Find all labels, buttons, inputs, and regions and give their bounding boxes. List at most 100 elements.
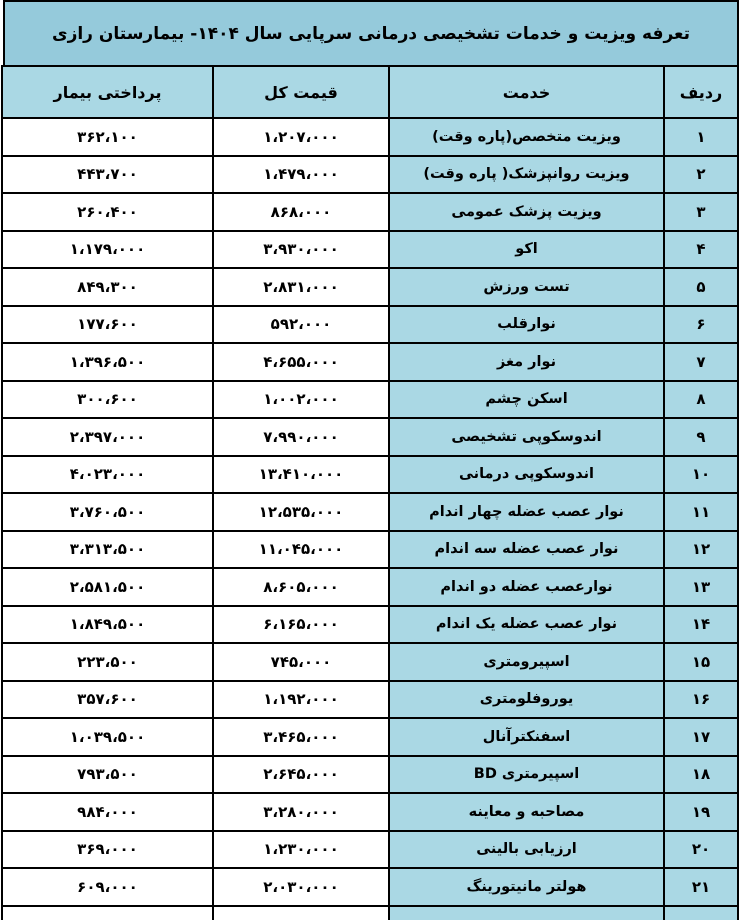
table-row: ۱۰ اندوسکوپی درمانی ۱۳،۴۱۰،۰۰۰ ۴،۰۲۳،۰۰۰ bbox=[1, 454, 739, 494]
row-number-cell: ۲۱ bbox=[663, 867, 739, 907]
table-row: ۹ اندوسکوپی تشخیصی ۷،۹۹۰،۰۰۰ ۲،۳۹۷،۰۰۰ bbox=[1, 417, 739, 457]
row-number-cell: ۱ bbox=[663, 117, 739, 157]
patient-pay-cell: ۱۷۷،۶۰۰ bbox=[1, 304, 214, 344]
total-price-cell: ۵۹۲،۰۰۰ bbox=[212, 304, 390, 344]
row-number-cell: ۲۰ bbox=[663, 829, 739, 869]
total-price-cell: ۱،۴۷۹،۰۰۰ bbox=[212, 154, 390, 194]
total-price-cell: ۳،۴۶۵،۰۰۰ bbox=[212, 717, 390, 757]
total-price-cell: ۱۱،۰۴۵،۰۰۰ bbox=[212, 529, 390, 569]
row-number-cell: ۱۴ bbox=[663, 604, 739, 644]
total-price-cell: ۶،۱۶۵،۰۰۰ bbox=[212, 604, 390, 644]
table-row: ۷ نوار مغز ۴،۶۵۵،۰۰۰ ۱،۳۹۶،۵۰۰ bbox=[1, 342, 739, 382]
row-number-cell: ۱۳ bbox=[663, 567, 739, 607]
patient-pay-cell: ۱،۱۷۹،۰۰۰ bbox=[1, 229, 214, 269]
tariff-table: ردیف خدمت قیمت کل پرداختی بیمار ۱ ویزیت … bbox=[1, 65, 739, 920]
patient-pay-cell: ۱،۸۴۹،۵۰۰ bbox=[1, 604, 214, 644]
table-row: ۱۵ اسپیرومتری ۷۴۵،۰۰۰ ۲۲۳،۵۰۰ bbox=[1, 642, 739, 682]
table-row: ۱۲ نوار عصب عضله سه اندام ۱۱،۰۴۵،۰۰۰ ۳،۳… bbox=[1, 529, 739, 569]
table-row: ۱۶ یوروفلومتری ۱،۱۹۲،۰۰۰ ۳۵۷،۶۰۰ bbox=[1, 679, 739, 719]
service-name-cell bbox=[388, 904, 665, 920]
total-price-cell: ۱۲،۵۳۵،۰۰۰ bbox=[212, 492, 390, 532]
header-patient-pay: پرداختی بیمار bbox=[1, 65, 214, 119]
table-row: ۱۳ نوارعصب عضله دو اندام ۸،۶۰۵،۰۰۰ ۲،۵۸۱… bbox=[1, 567, 739, 607]
row-number-cell: ۹ bbox=[663, 417, 739, 457]
row-number-cell: ۱۹ bbox=[663, 792, 739, 832]
row-number-cell: ۱۶ bbox=[663, 679, 739, 719]
patient-pay-cell: ۴،۰۲۳،۰۰۰ bbox=[1, 454, 214, 494]
patient-pay-cell: ۲۲۳،۵۰۰ bbox=[1, 642, 214, 682]
row-number-cell: ۱۷ bbox=[663, 717, 739, 757]
service-name-cell: اسفنکترآنال bbox=[388, 717, 665, 757]
row-number-cell: ۵ bbox=[663, 267, 739, 307]
patient-pay-cell: ۱،۳۹۶،۵۰۰ bbox=[1, 342, 214, 382]
service-name-cell: مصاحبه و معاینه bbox=[388, 792, 665, 832]
service-name-cell: یوروفلومتری bbox=[388, 679, 665, 719]
partial-bottom-row bbox=[1, 904, 739, 920]
patient-pay-cell: ۲،۳۹۷،۰۰۰ bbox=[1, 417, 214, 457]
row-number-cell: ۱۲ bbox=[663, 529, 739, 569]
patient-pay-cell: ۳،۷۶۰،۵۰۰ bbox=[1, 492, 214, 532]
total-price-cell: ۲،۶۴۵،۰۰۰ bbox=[212, 754, 390, 794]
service-name-cell: ویزیت متخصص(پاره وقت) bbox=[388, 117, 665, 157]
table-row: ۳ ویزیت پزشک عمومی ۸۶۸،۰۰۰ ۲۶۰،۴۰۰ bbox=[1, 192, 739, 232]
patient-pay-cell: ۹۸۴،۰۰۰ bbox=[1, 792, 214, 832]
patient-pay-cell: ۳۰۰،۶۰۰ bbox=[1, 379, 214, 419]
service-name-cell: اسپیرمتری BD bbox=[388, 754, 665, 794]
service-name-cell: هولتر مانیتورینگ bbox=[388, 867, 665, 907]
row-number-cell bbox=[663, 904, 739, 920]
service-name-cell: ویزیت پزشک عمومی bbox=[388, 192, 665, 232]
table-body: ۱ ویزیت متخصص(پاره وقت) ۱،۲۰۷،۰۰۰ ۳۶۲،۱۰… bbox=[1, 117, 739, 920]
patient-pay-cell: ۱،۰۳۹،۵۰۰ bbox=[1, 717, 214, 757]
service-name-cell: اسکن چشم bbox=[388, 379, 665, 419]
service-name-cell: تست ورزش bbox=[388, 267, 665, 307]
row-number-cell: ۸ bbox=[663, 379, 739, 419]
total-price-cell: ۷،۹۹۰،۰۰۰ bbox=[212, 417, 390, 457]
row-number-cell: ۱۰ bbox=[663, 454, 739, 494]
patient-pay-cell: ۳۶۹،۰۰۰ bbox=[1, 829, 214, 869]
total-price-cell: ۸،۶۰۵،۰۰۰ bbox=[212, 567, 390, 607]
table-row: ۵ تست ورزش ۲،۸۳۱،۰۰۰ ۸۴۹،۳۰۰ bbox=[1, 267, 739, 307]
total-price-cell bbox=[212, 904, 390, 920]
patient-pay-cell bbox=[1, 904, 214, 920]
table-row: ۱۱ نوار عصب عضله چهار اندام ۱۲،۵۳۵،۰۰۰ ۳… bbox=[1, 492, 739, 532]
total-price-cell: ۴،۶۵۵،۰۰۰ bbox=[212, 342, 390, 382]
patient-pay-cell: ۲،۵۸۱،۵۰۰ bbox=[1, 567, 214, 607]
row-number-cell: ۶ bbox=[663, 304, 739, 344]
table-row: ۲۰ ارزیابی بالینی ۱،۲۳۰،۰۰۰ ۳۶۹،۰۰۰ bbox=[1, 829, 739, 869]
row-number-cell: ۷ bbox=[663, 342, 739, 382]
service-name-cell: اندوسکوپی درمانی bbox=[388, 454, 665, 494]
row-number-cell: ۱۸ bbox=[663, 754, 739, 794]
patient-pay-cell: ۶۰۹،۰۰۰ bbox=[1, 867, 214, 907]
table-row: ۲۱ هولتر مانیتورینگ ۲،۰۳۰،۰۰۰ ۶۰۹،۰۰۰ bbox=[1, 867, 739, 907]
table-row: ۱ ویزیت متخصص(پاره وقت) ۱،۲۰۷،۰۰۰ ۳۶۲،۱۰… bbox=[1, 117, 739, 157]
service-name-cell: اندوسکوپی تشخیصی bbox=[388, 417, 665, 457]
table-row: ۲ ویزیت روانپزشک( پاره وقت) ۱،۴۷۹،۰۰۰ ۴۴… bbox=[1, 154, 739, 194]
service-name-cell: نوارعصب عضله دو اندام bbox=[388, 567, 665, 607]
header-total-price: قیمت کل bbox=[212, 65, 390, 119]
total-price-cell: ۱،۰۰۲،۰۰۰ bbox=[212, 379, 390, 419]
patient-pay-cell: ۳۶۲،۱۰۰ bbox=[1, 117, 214, 157]
table-row: ۱۷ اسفنکترآنال ۳،۴۶۵،۰۰۰ ۱،۰۳۹،۵۰۰ bbox=[1, 717, 739, 757]
total-price-cell: ۱۳،۴۱۰،۰۰۰ bbox=[212, 454, 390, 494]
table-title: تعرفه ویزیت و خدمات تشخیصی درمانی سرپایی… bbox=[3, 0, 739, 65]
table-row: ۱۹ مصاحبه و معاینه ۳،۲۸۰،۰۰۰ ۹۸۴،۰۰۰ bbox=[1, 792, 739, 832]
total-price-cell: ۷۴۵،۰۰۰ bbox=[212, 642, 390, 682]
total-price-cell: ۲،۸۳۱،۰۰۰ bbox=[212, 267, 390, 307]
table-header-row: ردیف خدمت قیمت کل پرداختی بیمار bbox=[1, 65, 739, 119]
total-price-cell: ۱،۲۳۰،۰۰۰ bbox=[212, 829, 390, 869]
service-name-cell: ویزیت روانپزشک( پاره وقت) bbox=[388, 154, 665, 194]
row-number-cell: ۳ bbox=[663, 192, 739, 232]
header-service: خدمت bbox=[388, 65, 665, 119]
total-price-cell: ۱،۱۹۲،۰۰۰ bbox=[212, 679, 390, 719]
patient-pay-cell: ۸۴۹،۳۰۰ bbox=[1, 267, 214, 307]
total-price-cell: ۳،۹۳۰،۰۰۰ bbox=[212, 229, 390, 269]
service-name-cell: نوارقلب bbox=[388, 304, 665, 344]
service-name-cell: اکو bbox=[388, 229, 665, 269]
table-row: ۱۴ نوار عصب عضله یک اندام ۶،۱۶۵،۰۰۰ ۱،۸۴… bbox=[1, 604, 739, 644]
service-name-cell: نوار عصب عضله یک اندام bbox=[388, 604, 665, 644]
service-name-cell: نوار مغز bbox=[388, 342, 665, 382]
patient-pay-cell: ۳۵۷،۶۰۰ bbox=[1, 679, 214, 719]
patient-pay-cell: ۷۹۳،۵۰۰ bbox=[1, 754, 214, 794]
